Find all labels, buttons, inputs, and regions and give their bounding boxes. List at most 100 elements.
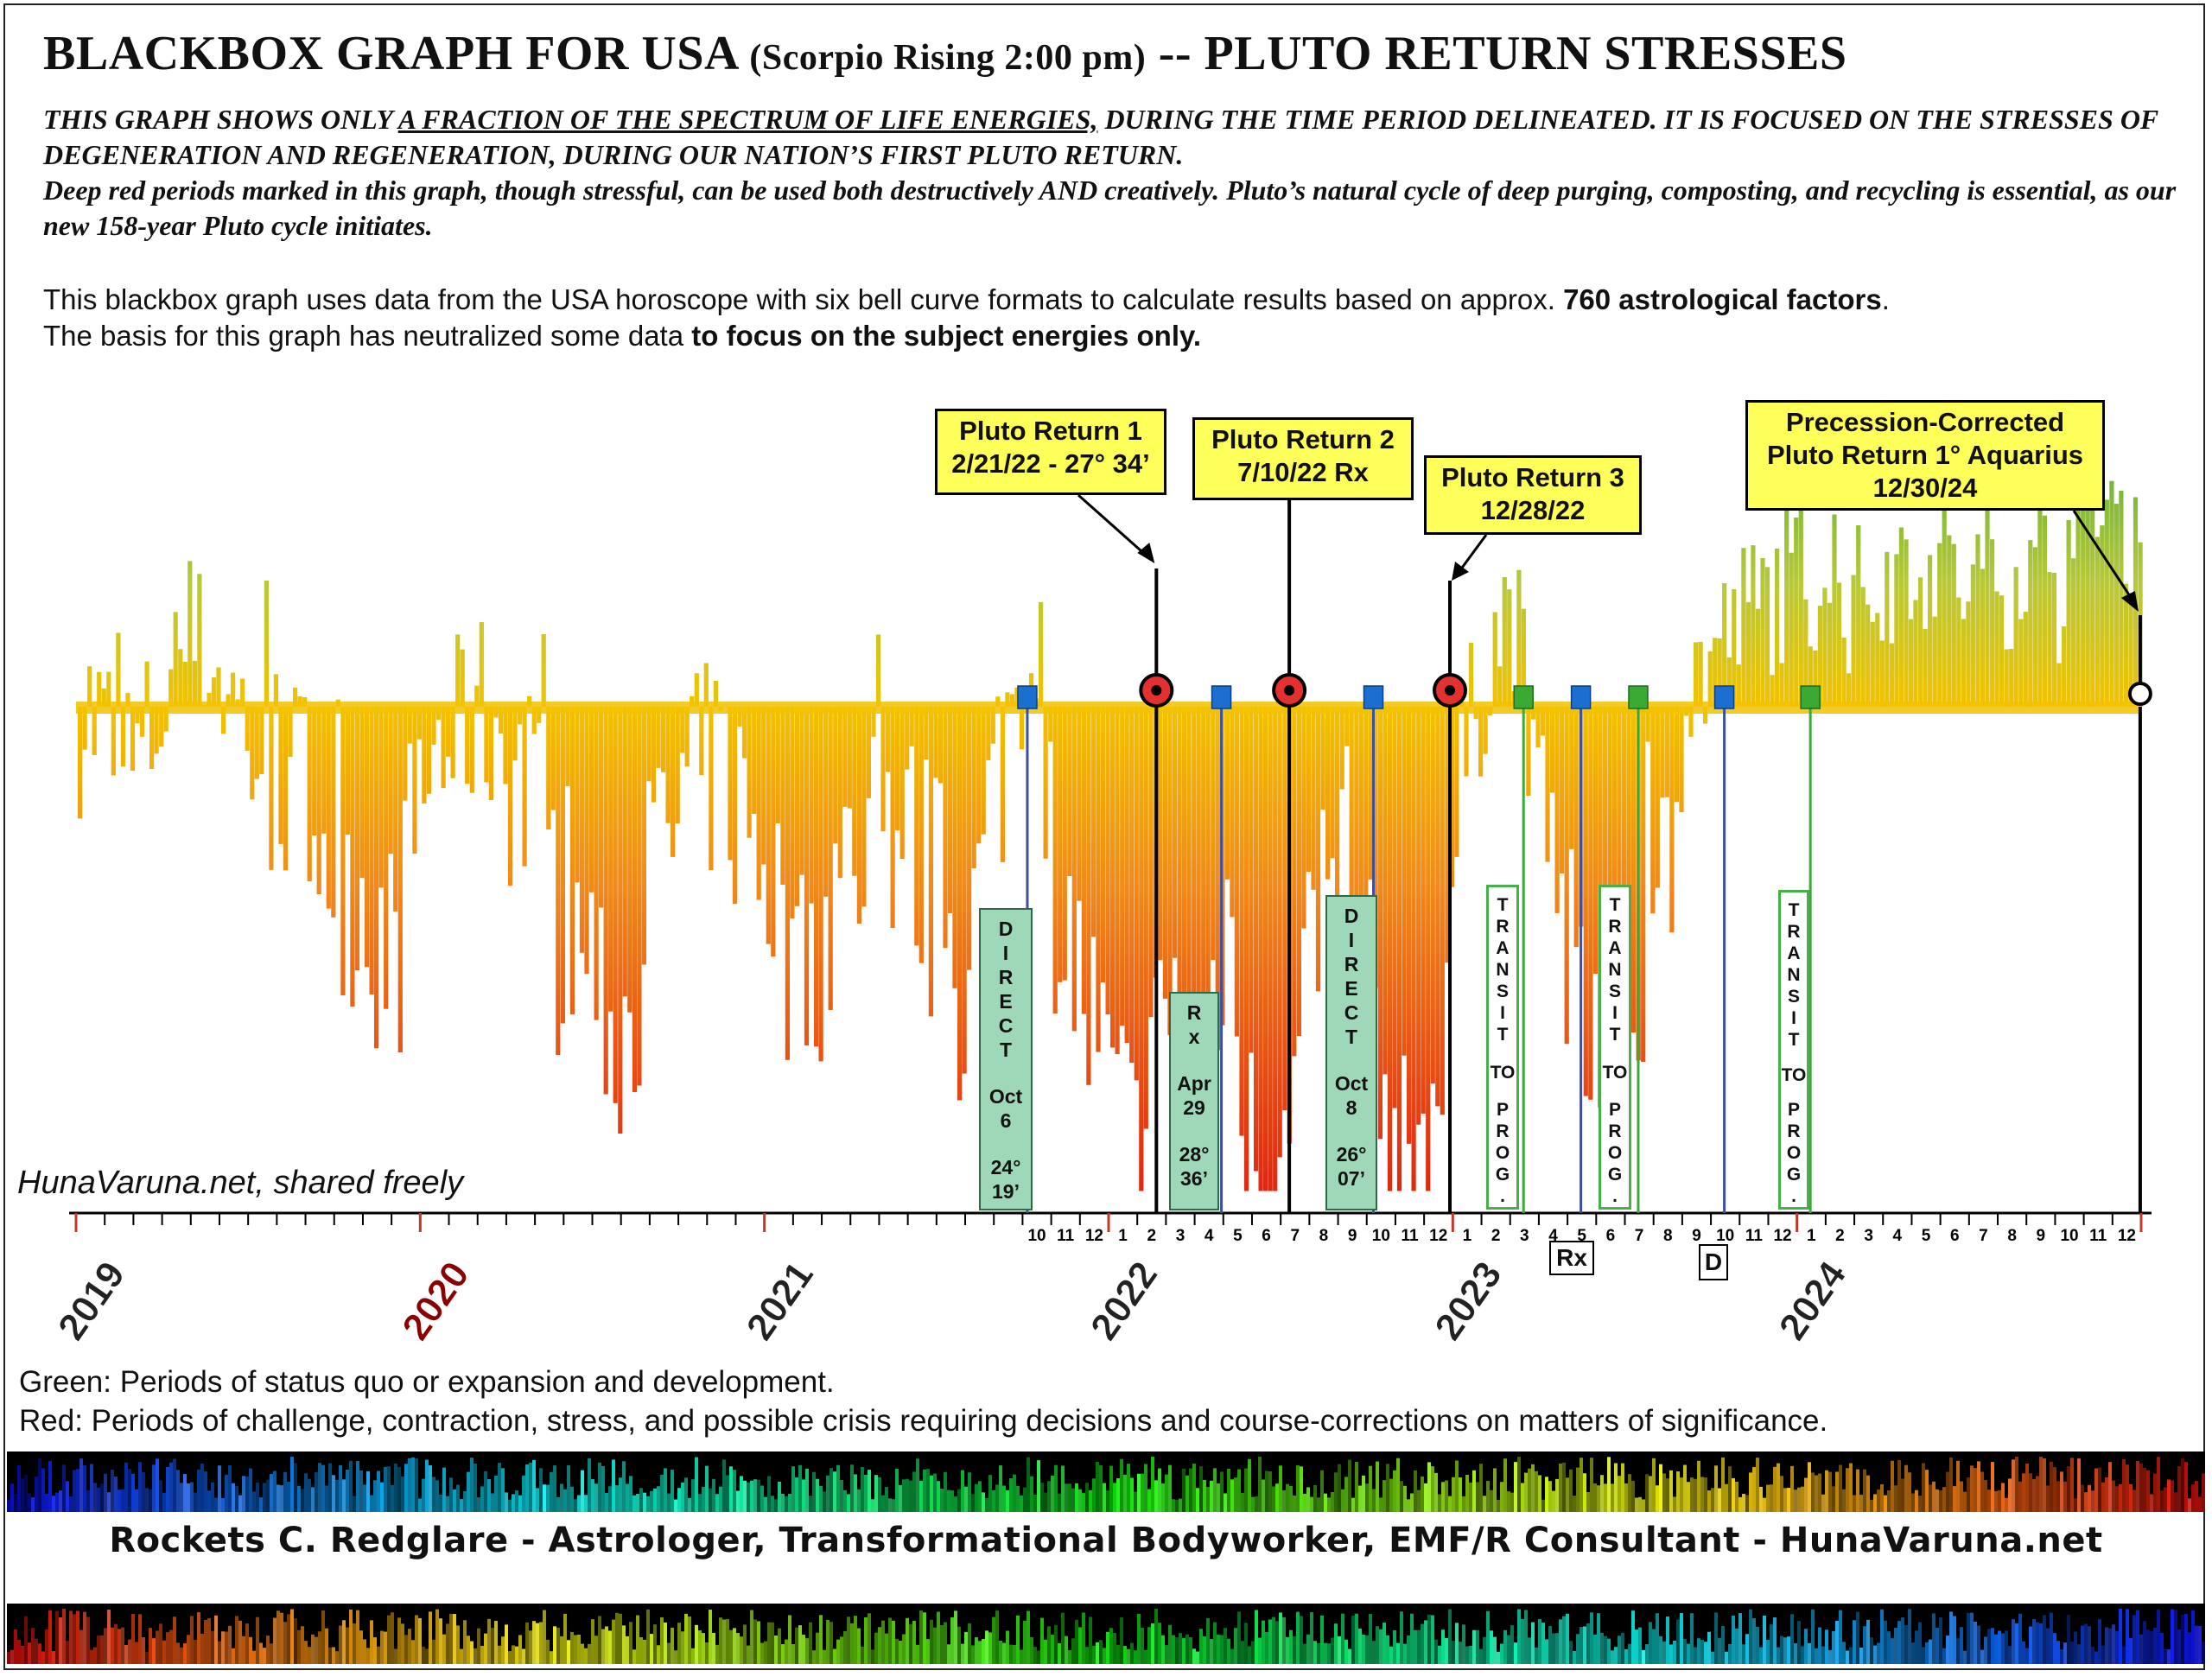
spectrum-stripe [256, 1482, 259, 1512]
spectrum-stripe [200, 1463, 204, 1512]
callout-pluto-return-1: Pluto Return 1 2/21/22 - 27° 34’ [935, 409, 1166, 495]
spectrum-stripe [90, 1649, 93, 1664]
month-tick-label: 3 [1864, 1227, 1873, 1245]
energy-bar [1306, 707, 1311, 873]
spectrum-stripe [681, 1482, 684, 1512]
spectrum-stripe [2198, 1496, 2202, 1512]
spectrum-stripe [1998, 1490, 2001, 1512]
prc-arrowhead [2120, 591, 2139, 612]
energy-bar [1745, 601, 1751, 707]
energy-bar [1722, 583, 1727, 707]
energy-bar [1258, 707, 1263, 1191]
spectrum-stripe [608, 1630, 612, 1664]
spectrum-stripe [843, 1630, 847, 1664]
spectrum-stripe [194, 1492, 197, 1512]
spectrum-stripe [639, 1636, 643, 1664]
spectrum-stripe [404, 1635, 408, 1664]
energy-bar [680, 707, 685, 753]
energy-bar [154, 707, 159, 754]
spectrum-stripe [2119, 1483, 2122, 1512]
energy-bar [1239, 707, 1244, 1136]
spectrum-stripe [121, 1489, 124, 1512]
spectrum-stripe [1172, 1499, 1175, 1512]
spectrum-stripe [2081, 1484, 2084, 1512]
spectrum-stripe [297, 1485, 301, 1512]
energy-bar [899, 707, 905, 859]
energy-bar [799, 707, 804, 875]
energy-bar [1387, 707, 1393, 1191]
spectrum-stripe [515, 1646, 518, 1664]
spectrum-stripe [1106, 1490, 1109, 1512]
spectrum-stripe [550, 1471, 553, 1512]
spectrum-stripe [1687, 1643, 1690, 1664]
spectrum-stripe [1987, 1490, 1991, 1512]
spectrum-stripe [1206, 1486, 1210, 1512]
spectrum-stripe [888, 1617, 892, 1664]
energy-bar [1913, 600, 1918, 707]
energy-bar [1090, 707, 1096, 937]
energy-bar [2119, 491, 2124, 707]
rx-min: 36’ [1180, 1167, 1208, 1190]
spectrum-stripe [1431, 1615, 1434, 1664]
spectrum-stripe [750, 1480, 753, 1512]
spectrum-stripe [895, 1469, 899, 1512]
spectrum-stripe [1832, 1630, 1835, 1664]
spectrum-stripe [435, 1609, 439, 1664]
energy-bar [116, 632, 121, 707]
spectrum-stripe [702, 1486, 705, 1512]
spectrum-stripe [684, 1613, 688, 1664]
spectrum-stripe [1334, 1472, 1338, 1512]
energy-bar [350, 707, 355, 1007]
pr1-arrowhead [1137, 543, 1155, 563]
spectrum-stripe [1538, 1475, 1541, 1512]
month-tick-label: 5 [1922, 1227, 1931, 1245]
spectrum-stripe [1351, 1615, 1355, 1664]
spectrum-stripe [1566, 1613, 1569, 1664]
energy-bar [455, 634, 461, 707]
spectrum-stripe [1683, 1464, 1687, 1512]
spectrum-stripe [947, 1490, 950, 1512]
spectrum-stripe [356, 1460, 359, 1512]
spectrum-stripe [840, 1479, 843, 1512]
spectrum-stripe [2174, 1492, 2177, 1512]
spectrum-stripe [1113, 1483, 1116, 1512]
spectrum-stripe [1873, 1494, 1877, 1512]
spectrum-banner-top [7, 1451, 2205, 1512]
spectrum-stripe [1320, 1470, 1324, 1512]
spectrum-stripe [1718, 1637, 1721, 1664]
spectrum-stripe [1075, 1483, 1078, 1512]
spectrum-stripe [971, 1645, 975, 1664]
spectrum-stripe [2139, 1634, 2143, 1664]
spectrum-stripe [377, 1471, 380, 1512]
spectrum-stripe [38, 1458, 41, 1512]
spectrum-stripe [1580, 1458, 1583, 1512]
spectrum-stripe [1027, 1610, 1030, 1664]
spectrum-stripe [238, 1495, 242, 1512]
spectrum-stripe [581, 1470, 584, 1512]
spectrum-stripe [1745, 1634, 1749, 1664]
spectrum-stripe [2056, 1641, 2060, 1664]
energy-bar [416, 707, 422, 740]
spectrum-stripe [1192, 1648, 1196, 1664]
legend-green: Green: Periods of status quo or expansio… [19, 1365, 835, 1399]
spectrum-stripe [619, 1477, 622, 1512]
spectrum-stripe [204, 1471, 207, 1512]
pluto-return-marker-center [1445, 685, 1456, 696]
spectrum-stripe [1538, 1618, 1541, 1664]
spectrum-stripe [14, 1629, 17, 1664]
energy-bar [952, 707, 957, 988]
spectrum-stripe [290, 1609, 294, 1664]
energy-bar [531, 707, 537, 734]
energy-bar [1516, 569, 1522, 707]
spectrum-stripe [1268, 1471, 1272, 1512]
spectrum-stripe [252, 1491, 256, 1512]
energy-bar [1550, 707, 1555, 793]
month-tick-label: 11 [1057, 1227, 1075, 1245]
spectrum-stripe [2119, 1609, 2122, 1664]
spectrum-stripe [1044, 1492, 1047, 1512]
spectrum-stripe [442, 1467, 446, 1512]
spectrum-stripe [2022, 1473, 2025, 1512]
spectrum-stripe [353, 1623, 356, 1664]
spectrum-stripe [1262, 1479, 1265, 1512]
spectrum-stripe [1573, 1650, 1576, 1664]
